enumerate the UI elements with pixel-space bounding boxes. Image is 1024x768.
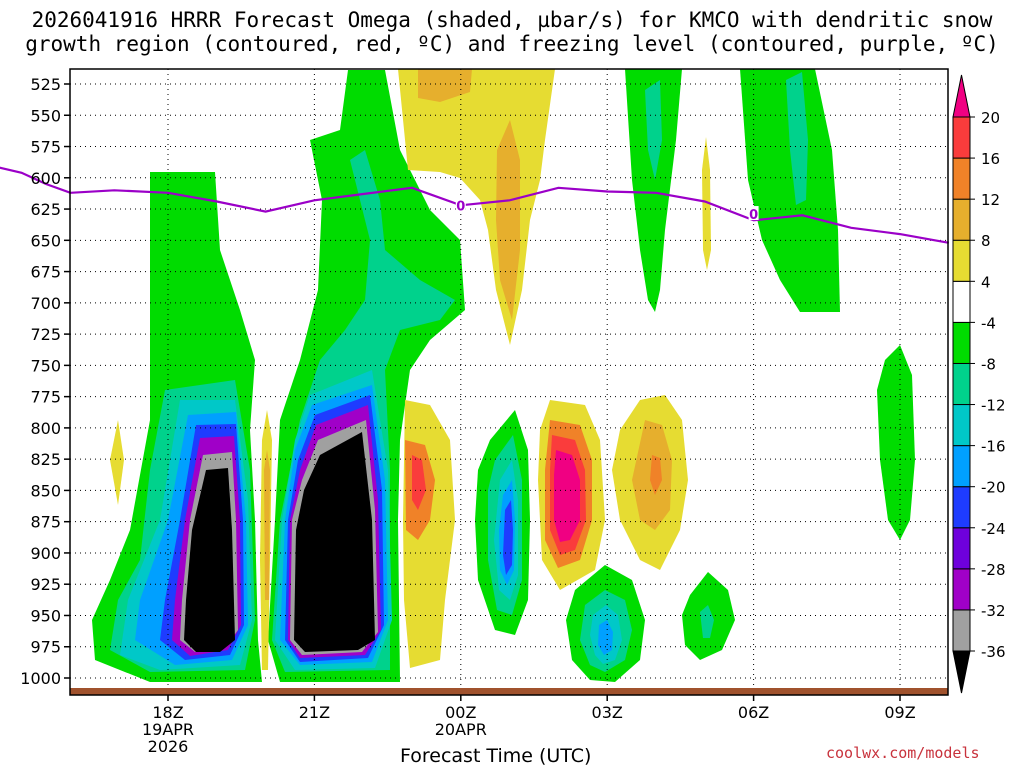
omega-region-black [184, 468, 235, 652]
freezing-level: 00 [0, 166, 949, 244]
colorbar-label: 20 [981, 109, 1000, 127]
colorbar-segment [952, 609, 971, 652]
colorbar-label: -20 [981, 479, 1006, 497]
colorbar-label: -8 [981, 355, 996, 373]
colorbar-segment [952, 116, 971, 159]
freezing-label-bg [455, 197, 466, 212]
y-tick-label: 650 [30, 231, 61, 250]
colorbar-label: -24 [981, 520, 1006, 538]
y-tick-label: 550 [30, 106, 61, 125]
y-tick-label: 600 [30, 169, 61, 188]
omega-region-orange [264, 450, 270, 600]
y-tick-label: 975 [30, 638, 61, 657]
colorbar-label: 4 [981, 273, 991, 291]
y-tick-label: 1000 [20, 669, 61, 688]
x-tick-label: 00Z [445, 703, 476, 722]
x-tick-label: 19APR [142, 720, 194, 739]
omega-region-yellow [403, 400, 455, 668]
colorbar-segment [952, 239, 971, 282]
credit-link[interactable]: coolwx.com/models [826, 744, 980, 762]
colorbar-cap-high [952, 74, 971, 118]
colorbar-segment [952, 404, 971, 447]
x-tick-label: 09Z [884, 703, 915, 722]
omega-region-black [294, 432, 375, 652]
y-tick-label: 575 [30, 138, 61, 157]
y-tick-label: 625 [30, 200, 61, 219]
y-tick-label: 750 [30, 356, 61, 375]
omega-region-green [877, 345, 915, 540]
colorbar-segment [952, 445, 971, 488]
title-line-1: 2026041916 HRRR Forecast Omega (shaded, … [31, 8, 993, 32]
omega-region-teal [700, 605, 714, 638]
x-axis-label: Forecast Time (UTC) [400, 745, 592, 767]
y-tick-label: 775 [30, 388, 61, 407]
freezing-level-label: 0 [749, 208, 758, 223]
x-tick-label: 06Z [738, 703, 769, 722]
y-tick-label: 900 [30, 544, 61, 563]
colorbar-segment [952, 157, 971, 200]
omega-region-red [412, 455, 426, 510]
plot-frame [69, 68, 949, 696]
y-tick-label: 675 [30, 263, 61, 282]
y-tick-label: 725 [30, 325, 61, 344]
y-tick-label: 850 [30, 481, 61, 500]
y-tick-label: 700 [30, 294, 61, 313]
chart-title: 2026041916 HRRR Forecast Omega (shaded, … [0, 8, 1024, 56]
x-tick-label: 20APR [435, 720, 487, 739]
omega-region-orange [418, 69, 472, 102]
omega-region-yellow [110, 420, 124, 505]
omega-region-blue [598, 620, 613, 655]
colorbar-cap-low [952, 650, 971, 694]
omega-shading [92, 69, 915, 682]
surface-bar [70, 688, 948, 695]
y-tick-label: 800 [30, 419, 61, 438]
freezing-level-line [0, 166, 949, 244]
colorbar-label: -28 [981, 561, 1006, 579]
y-tick-label: 925 [30, 575, 61, 594]
y-tick-label: 525 [30, 75, 61, 94]
omega-region-teal [786, 72, 808, 205]
colorbar-label: -36 [981, 643, 1006, 661]
omega-region-green [740, 69, 840, 312]
omega-region-teal [645, 80, 662, 180]
colorbar-segment [952, 198, 971, 241]
colorbar-segment [952, 568, 971, 611]
omega-region-magenta [554, 450, 580, 542]
x-tick-label: 03Z [592, 703, 623, 722]
colorbar-segment [952, 362, 971, 406]
x-tick-label: 21Z [299, 703, 330, 722]
omega-region-yellow [702, 137, 711, 270]
y-tick-label: 825 [30, 450, 61, 469]
x-tick-label: 18Z [152, 703, 183, 722]
omega-region-green [625, 69, 682, 312]
x-tick-label: 2026 [148, 737, 189, 756]
colorbar-label: 16 [981, 150, 1000, 168]
colorbar-label: -16 [981, 438, 1006, 456]
colorbar-label: -4 [981, 314, 996, 332]
colorbar-label: -32 [981, 602, 1006, 620]
colorbar: -36 -32 -28 -24 -20 -16 -12 -8 -4 4 8 12 16 20 [952, 74, 1006, 694]
omega-region-darkblue [503, 500, 513, 575]
colorbar-segment [952, 280, 971, 323]
omega-region-orange [496, 120, 520, 320]
y-tick-label: 950 [30, 606, 61, 625]
title-line-2: growth region (contoured, red, ºC) and f… [25, 32, 999, 56]
colorbar-segment [952, 321, 971, 364]
y-tick-label: 875 [30, 513, 61, 532]
colorbar-segment [952, 527, 971, 570]
freezing-level-label: 0 [456, 199, 465, 214]
y-axis: 525 550 575 600 625 650 675 700 725 750 775 800 825 8… [20, 75, 70, 688]
colorbar-label: 8 [981, 232, 991, 250]
colorbar-segment [952, 486, 971, 529]
colorbar-label: 12 [981, 191, 1000, 209]
omega-region-orange [650, 455, 662, 495]
freezing-label-bg [748, 206, 759, 221]
colorbar-label: -12 [981, 397, 1006, 415]
